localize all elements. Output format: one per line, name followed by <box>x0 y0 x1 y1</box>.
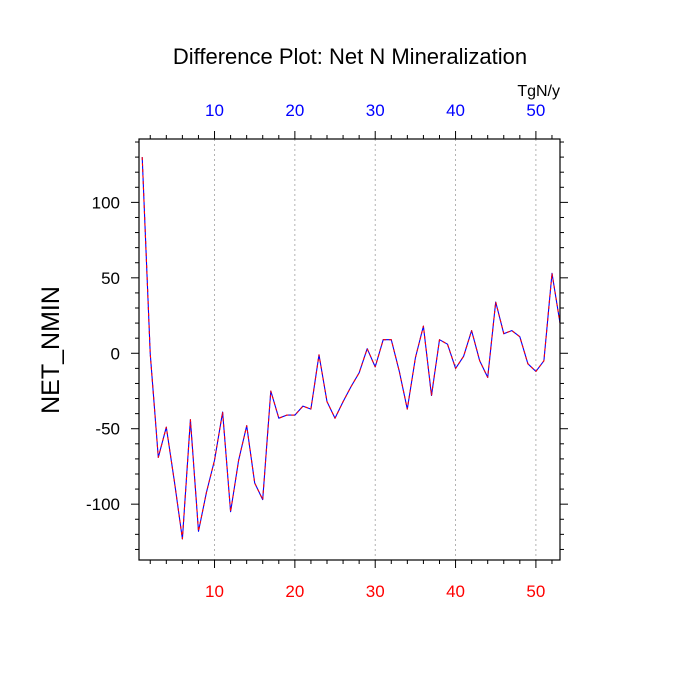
chart-title: Difference Plot: Net N Mineralization <box>173 44 527 69</box>
y-tick-label: -100 <box>86 495 120 514</box>
x-tick-label-top: 30 <box>366 101 385 120</box>
x-tick-label-top: 40 <box>446 101 465 120</box>
y-tick-label: 100 <box>92 193 120 212</box>
series-line-group <box>141 157 561 540</box>
y-axis-label: NET_NMIN <box>37 286 65 414</box>
units-label: TgN/y <box>517 83 560 100</box>
x-tick-label-bottom: 50 <box>526 582 545 601</box>
x-tick-label-top: 10 <box>205 101 224 120</box>
x-tick-label-bottom: 20 <box>285 582 304 601</box>
plot-frame <box>138 138 561 561</box>
axis-ticks <box>131 131 568 568</box>
y-tick-label: 0 <box>111 344 120 363</box>
x-tick-label-bottom: 30 <box>366 582 385 601</box>
series-line <box>141 157 561 540</box>
y-tick-label: -50 <box>95 420 120 439</box>
x-tick-label-bottom: 40 <box>446 582 465 601</box>
x-gridlines <box>214 139 537 560</box>
series-line-dashed <box>141 157 561 540</box>
x-tick-label-top: 50 <box>526 101 545 120</box>
y-tick-label: 50 <box>101 269 120 288</box>
axis-tick-labels: 10 20 30 40 50 10 20 30 40 50 -100 -50 0 50 100 <box>86 101 545 601</box>
x-tick-label-bottom: 10 <box>205 582 224 601</box>
x-tick-label-top: 20 <box>285 101 304 120</box>
